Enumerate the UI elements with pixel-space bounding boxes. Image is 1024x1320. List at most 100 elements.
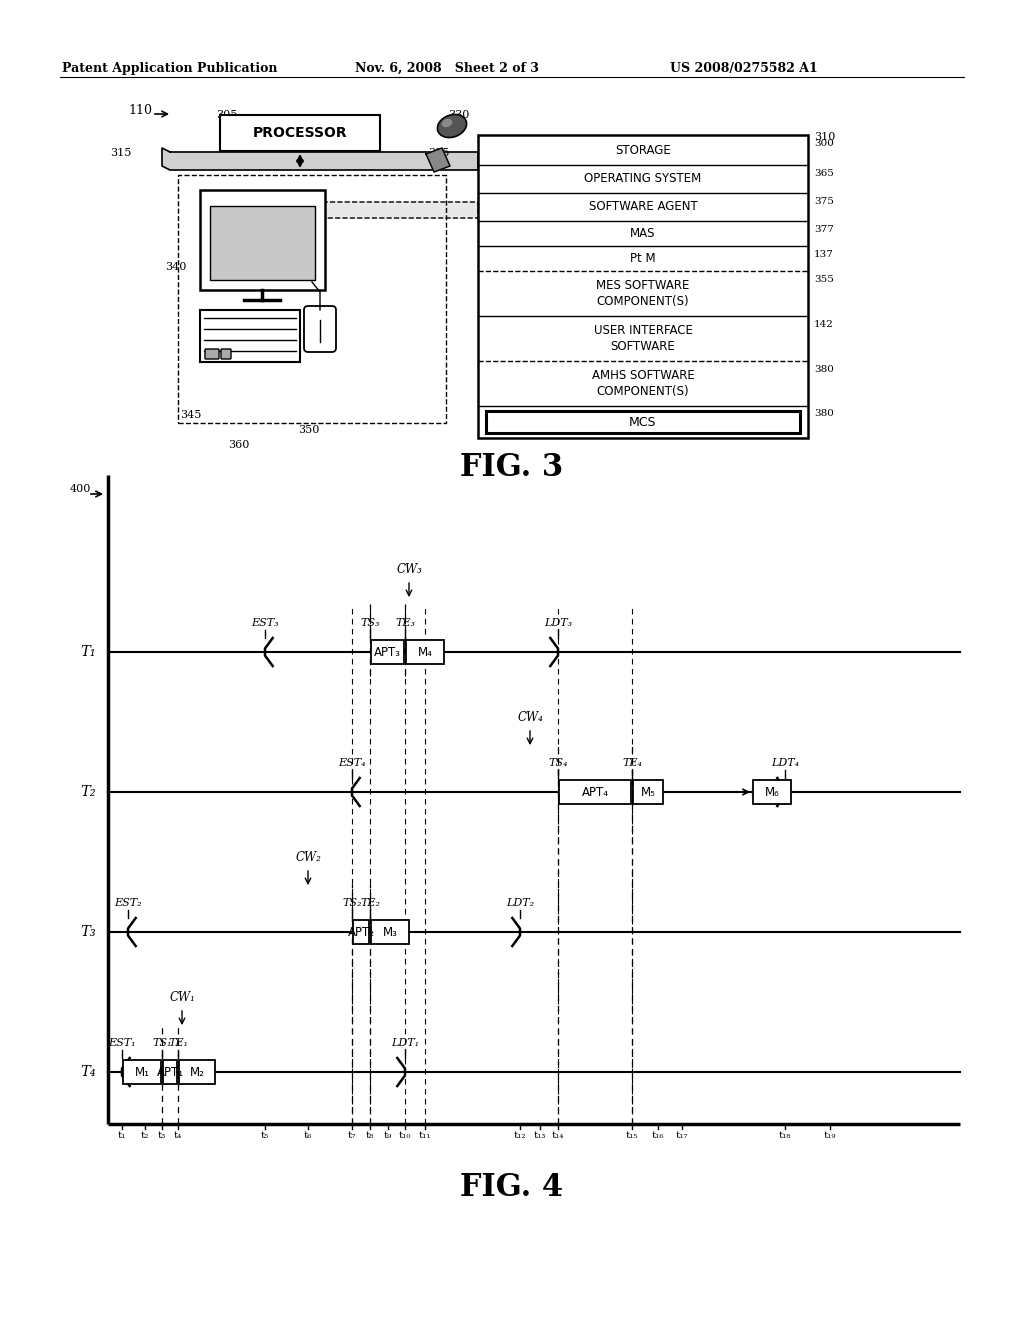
Text: TE₂: TE₂	[360, 898, 380, 908]
Text: CW₃: CW₃	[396, 564, 422, 576]
FancyBboxPatch shape	[371, 640, 404, 664]
Text: 330: 330	[449, 110, 469, 120]
Text: CW₁: CW₁	[169, 991, 195, 1005]
Text: EST₄: EST₄	[338, 758, 366, 768]
Polygon shape	[162, 148, 478, 170]
Text: 365: 365	[814, 169, 834, 178]
Text: t₁₈: t₁₈	[778, 1131, 792, 1140]
Text: TS₄: TS₄	[548, 758, 567, 768]
Text: STORAGE: STORAGE	[615, 144, 671, 157]
Text: FIG. 3: FIG. 3	[461, 451, 563, 483]
Text: MCS: MCS	[630, 416, 656, 429]
Text: T₃: T₃	[80, 925, 96, 939]
Text: 355: 355	[814, 275, 834, 284]
Text: LDT₂: LDT₂	[506, 898, 535, 908]
Text: M₄: M₄	[418, 645, 432, 659]
Text: t₁₀: t₁₀	[398, 1131, 412, 1140]
Text: t₁: t₁	[118, 1131, 126, 1140]
Text: 310: 310	[814, 132, 836, 143]
Text: LDT₁: LDT₁	[391, 1038, 419, 1048]
Text: t₂: t₂	[141, 1131, 150, 1140]
Text: T₁: T₁	[80, 645, 96, 659]
FancyBboxPatch shape	[123, 1060, 161, 1084]
Text: t₁₅: t₁₅	[626, 1131, 638, 1140]
Text: M₂: M₂	[189, 1065, 205, 1078]
Text: EST₁: EST₁	[109, 1038, 136, 1048]
Text: M₆: M₆	[765, 785, 779, 799]
Text: 377: 377	[814, 224, 834, 234]
Text: TE₄: TE₄	[622, 758, 642, 768]
Text: M₃: M₃	[383, 925, 397, 939]
FancyBboxPatch shape	[200, 310, 300, 362]
Ellipse shape	[437, 115, 467, 137]
FancyBboxPatch shape	[220, 115, 380, 150]
Text: 340: 340	[165, 261, 186, 272]
FancyBboxPatch shape	[478, 135, 808, 438]
Text: TS₂: TS₂	[342, 898, 361, 908]
Text: Pt M: Pt M	[630, 252, 655, 265]
FancyBboxPatch shape	[200, 190, 325, 290]
Polygon shape	[426, 148, 450, 172]
Text: TE₃: TE₃	[395, 618, 415, 628]
Text: 400: 400	[70, 484, 91, 494]
Text: t₁₃: t₁₃	[534, 1131, 546, 1140]
Text: TE₁: TE₁	[168, 1038, 188, 1048]
Text: M₅: M₅	[641, 785, 655, 799]
Text: 137: 137	[814, 249, 834, 259]
Text: 375: 375	[814, 197, 834, 206]
Text: t₁₂: t₁₂	[514, 1131, 526, 1140]
Text: MCS: MCS	[630, 416, 656, 429]
Text: Nov. 6, 2008   Sheet 2 of 3: Nov. 6, 2008 Sheet 2 of 3	[355, 62, 539, 75]
Text: US 2008/0275582 A1: US 2008/0275582 A1	[670, 62, 818, 75]
Text: M₁: M₁	[134, 1065, 150, 1078]
FancyBboxPatch shape	[353, 920, 369, 944]
FancyBboxPatch shape	[205, 348, 219, 359]
Text: APT₄: APT₄	[582, 785, 608, 799]
Text: USER INTERFACE
SOFTWARE: USER INTERFACE SOFTWARE	[594, 323, 692, 352]
Text: 380: 380	[814, 366, 834, 374]
Text: TS₁: TS₁	[153, 1038, 172, 1048]
Text: t₁₆: t₁₆	[651, 1131, 665, 1140]
FancyBboxPatch shape	[633, 780, 663, 804]
Text: t₁₇: t₁₇	[676, 1131, 688, 1140]
Text: T₂: T₂	[80, 785, 96, 799]
Text: CW₂: CW₂	[295, 851, 321, 865]
Polygon shape	[242, 199, 478, 218]
Text: PROCESSOR: PROCESSOR	[253, 125, 347, 140]
FancyBboxPatch shape	[179, 1060, 215, 1084]
FancyBboxPatch shape	[371, 920, 409, 944]
FancyBboxPatch shape	[221, 348, 231, 359]
Text: APT₃: APT₃	[374, 645, 401, 659]
Text: t₈: t₈	[366, 1131, 374, 1140]
Text: Patent Application Publication: Patent Application Publication	[62, 62, 278, 75]
Text: FIG. 4: FIG. 4	[461, 1172, 563, 1203]
FancyBboxPatch shape	[210, 206, 315, 280]
Text: EST₃: EST₃	[251, 618, 279, 628]
Text: t₃: t₃	[158, 1131, 166, 1140]
FancyBboxPatch shape	[753, 780, 791, 804]
Text: t₅: t₅	[261, 1131, 269, 1140]
FancyBboxPatch shape	[559, 780, 631, 804]
Text: OPERATING SYSTEM: OPERATING SYSTEM	[585, 173, 701, 186]
Text: 110: 110	[128, 104, 152, 117]
Text: MAS: MAS	[630, 227, 655, 240]
Text: 380: 380	[814, 409, 834, 418]
Text: LDT₃: LDT₃	[544, 618, 572, 628]
Text: 360: 360	[228, 440, 250, 450]
Text: 142: 142	[814, 319, 834, 329]
Text: t₄: t₄	[174, 1131, 182, 1140]
Text: t₆: t₆	[304, 1131, 312, 1140]
Text: EST₂: EST₂	[115, 898, 141, 908]
Text: 345: 345	[180, 411, 202, 420]
Text: t₇: t₇	[348, 1131, 356, 1140]
FancyBboxPatch shape	[406, 640, 444, 664]
Text: t₉: t₉	[384, 1131, 392, 1140]
Text: 350: 350	[298, 425, 319, 436]
Ellipse shape	[442, 119, 452, 127]
Text: 335: 335	[428, 148, 450, 158]
Text: 305: 305	[216, 110, 238, 120]
Text: AMHS SOFTWARE
COMPONENT(S): AMHS SOFTWARE COMPONENT(S)	[592, 370, 694, 399]
Text: APT₂: APT₂	[347, 925, 375, 939]
FancyBboxPatch shape	[304, 306, 336, 352]
Text: LDT₄: LDT₄	[771, 758, 799, 768]
